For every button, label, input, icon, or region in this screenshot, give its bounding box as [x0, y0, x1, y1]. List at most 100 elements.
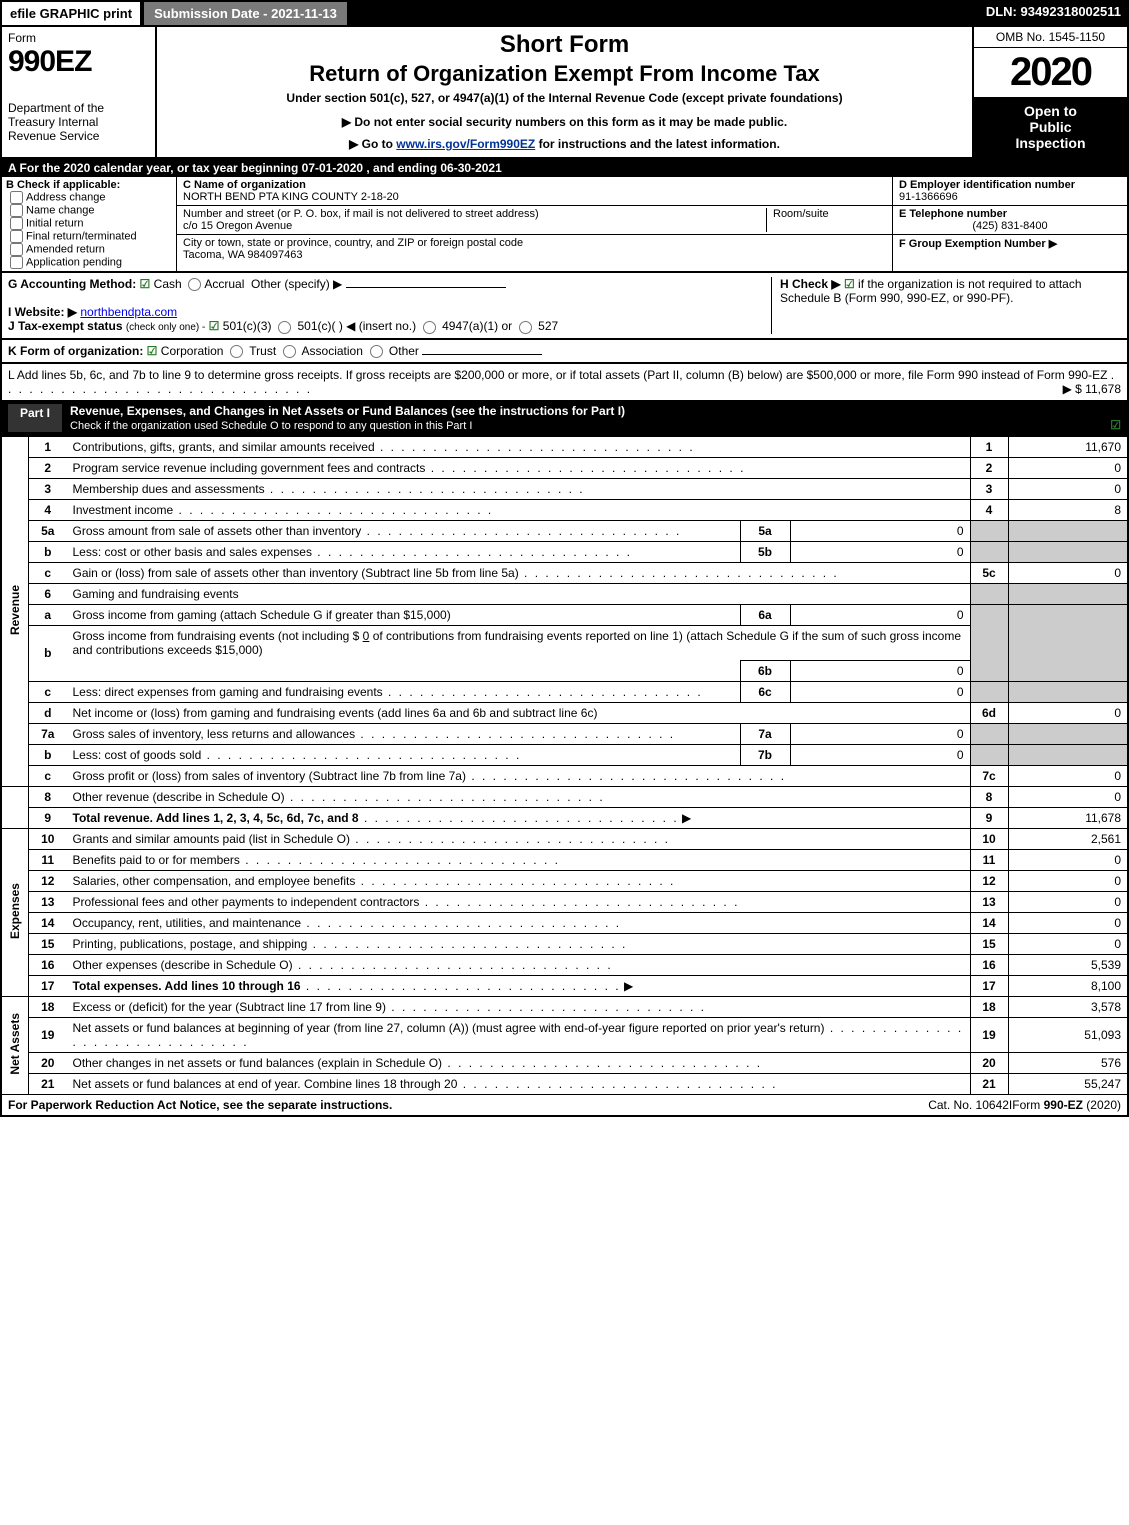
line-desc: Membership dues and assessments: [67, 478, 971, 499]
table-row: 11 Benefits paid to or for members 11 0: [1, 849, 1128, 870]
table-row: Net Assets 18 Excess or (deficit) for th…: [1, 996, 1128, 1017]
line-desc: Total expenses. Add lines 10 through 16 …: [67, 975, 971, 996]
box-num-shaded: [970, 604, 1008, 681]
form-page-id: Form 990-EZ (2020): [1012, 1098, 1121, 1112]
table-row: 17 Total expenses. Add lines 10 through …: [1, 975, 1128, 996]
box-val-shaded: [1008, 723, 1128, 744]
name-change-option[interactable]: Name change: [10, 204, 172, 217]
name-change-checkbox[interactable]: [10, 204, 23, 217]
final-return-option[interactable]: Final return/terminated: [10, 230, 172, 243]
box-val: 0: [1008, 933, 1128, 954]
initial-return-option[interactable]: Initial return: [10, 217, 172, 230]
sub-val: 0: [790, 520, 970, 541]
inspection-l1: Open to: [978, 103, 1123, 119]
line-desc: Gross amount from sale of assets other t…: [67, 520, 741, 541]
address-change-checkbox[interactable]: [10, 191, 23, 204]
other-blank[interactable]: [422, 354, 542, 355]
box-num: 5c: [970, 562, 1008, 583]
box-val: 0: [1008, 870, 1128, 891]
amended-return-checkbox[interactable]: [10, 243, 23, 256]
trust-radio[interactable]: [230, 345, 243, 358]
table-row: 16 Other expenses (describe in Schedule …: [1, 954, 1128, 975]
4947-radio[interactable]: [423, 321, 436, 334]
sub-num: 7a: [740, 723, 790, 744]
line-num: c: [29, 562, 67, 583]
accrual-radio[interactable]: [188, 278, 201, 291]
efile-label[interactable]: efile GRAPHIC print: [0, 0, 142, 27]
line-num: b: [29, 541, 67, 562]
line-desc: Salaries, other compensation, and employ…: [67, 870, 971, 891]
line-desc: Benefits paid to or for members: [67, 849, 971, 870]
line-num: a: [29, 604, 67, 625]
box-num: 2: [970, 457, 1008, 478]
box-num: 15: [970, 933, 1008, 954]
line-desc: Gross income from fundraising events (no…: [67, 625, 971, 660]
box-val: 0: [1008, 478, 1128, 499]
period-row: A For the 2020 calendar year, or tax yea…: [0, 159, 1129, 177]
application-pending-checkbox[interactable]: [10, 256, 23, 269]
box-val-shaded: [1008, 744, 1128, 765]
top-bar: efile GRAPHIC print Submission Date - 20…: [0, 0, 1129, 27]
line-desc: [67, 660, 741, 681]
line-num: 17: [29, 975, 67, 996]
short-form-title: Short Form: [167, 31, 962, 59]
amended-return-option[interactable]: Amended return: [10, 243, 172, 256]
table-row: 8 Other revenue (describe in Schedule O)…: [1, 786, 1128, 807]
contrib-amount: 0: [363, 629, 370, 643]
box-val: 3,578: [1008, 996, 1128, 1017]
line-num: c: [29, 765, 67, 786]
sub-val: 0: [790, 541, 970, 562]
527-radio[interactable]: [519, 321, 532, 334]
box-val: 0: [1008, 849, 1128, 870]
department-label: Department of the Treasury Internal Reve…: [8, 101, 149, 143]
box-num: 13: [970, 891, 1008, 912]
501c-radio[interactable]: [278, 321, 291, 334]
assoc-radio[interactable]: [283, 345, 296, 358]
other-specify-blank[interactable]: [346, 287, 506, 288]
box-num: 20: [970, 1052, 1008, 1073]
dln: DLN: 93492318002511: [978, 0, 1129, 27]
part1-table: Revenue 1 Contributions, gifts, grants, …: [0, 436, 1129, 1095]
table-row: 12 Salaries, other compensation, and emp…: [1, 870, 1128, 891]
line-num: 19: [29, 1017, 67, 1052]
line-l: L Add lines 5b, 6c, and 7b to line 9 to …: [0, 364, 1129, 402]
line-desc: Total revenue. Add lines 1, 2, 3, 4, 5c,…: [67, 807, 971, 828]
goto-notice: ▶ Go to www.irs.gov/Form990EZ for instru…: [167, 137, 962, 151]
address-change-option[interactable]: Address change: [10, 191, 172, 204]
org-name-row: C Name of organization NORTH BEND PTA KI…: [177, 177, 892, 206]
sub-num: 7b: [740, 744, 790, 765]
table-row: b Less: cost or other basis and sales ex…: [1, 541, 1128, 562]
line-num: 6: [29, 583, 67, 604]
line-k: K Form of organization: ☑ Corporation Tr…: [0, 340, 1129, 364]
box-num: 21: [970, 1073, 1008, 1094]
table-row: 7a Gross sales of inventory, less return…: [1, 723, 1128, 744]
table-row: 2 Program service revenue including gove…: [1, 457, 1128, 478]
inspection-l3: Inspection: [978, 135, 1123, 151]
spacer: [349, 0, 978, 27]
irs-link[interactable]: www.irs.gov/Form990EZ: [396, 137, 535, 151]
j-501c3: 501(c)(3): [223, 319, 272, 333]
final-return-checkbox[interactable]: [10, 230, 23, 243]
table-row: 21 Net assets or fund balances at end of…: [1, 1073, 1128, 1094]
sub-num: 6c: [740, 681, 790, 702]
box-val: 576: [1008, 1052, 1128, 1073]
line-num: 20: [29, 1052, 67, 1073]
sub-val: 0: [790, 604, 970, 625]
box-val: 2,561: [1008, 828, 1128, 849]
g-label: G Accounting Method:: [8, 277, 136, 291]
j-527: 527: [538, 319, 558, 333]
check-icon: ☑: [147, 344, 158, 358]
website-link[interactable]: northbendpta.com: [80, 305, 177, 319]
line-desc: Investment income: [67, 499, 971, 520]
sub-num: 5a: [740, 520, 790, 541]
initial-return-checkbox[interactable]: [10, 217, 23, 230]
line-desc: Occupancy, rent, utilities, and maintena…: [67, 912, 971, 933]
box-num: 16: [970, 954, 1008, 975]
other-radio[interactable]: [370, 345, 383, 358]
box-b-label: B Check if applicable:: [6, 179, 172, 191]
form-number: 990EZ: [8, 45, 149, 79]
revenue-side-label: Revenue: [1, 436, 29, 786]
sub-val: 0: [790, 744, 970, 765]
j-sub: (check only one) -: [126, 322, 205, 333]
application-pending-option[interactable]: Application pending: [10, 256, 172, 269]
